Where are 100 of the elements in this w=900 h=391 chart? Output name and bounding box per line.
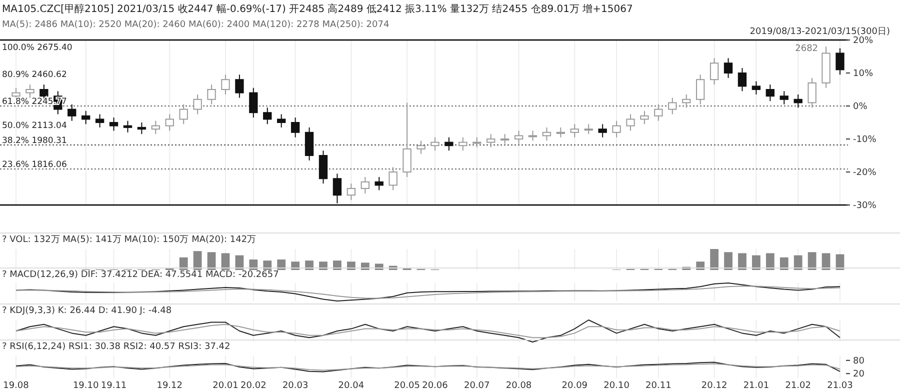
candlestick: [752, 80, 761, 95]
candlestick: [26, 84, 34, 98]
y-tick-label: 20: [853, 370, 865, 380]
candlestick: [346, 183, 356, 201]
chart-title: ? MACD(12,26,9) DIF: 37.4212 DEA: 47.5541 MACD: -20.2657: [2, 270, 279, 280]
candlestick: [570, 124, 579, 138]
candlestick: [528, 130, 538, 142]
candlestick: [290, 117, 300, 138]
candlestick: [668, 97, 677, 115]
chart-subtitle: MA(5): 2486 MA(10): 2520 MA(20): 2460 MA(60): 2400 MA(120): 2278 MA(250): 2074: [2, 20, 390, 30]
annotation: 80.9% 2460.62: [2, 70, 67, 80]
y-tick-label: 20%: [853, 36, 874, 46]
y-tick-label: 10%: [853, 69, 874, 79]
x-tick-label: 20.07: [464, 381, 490, 391]
bar: [752, 255, 760, 270]
candlestick: [95, 114, 104, 128]
candlestick: [458, 136, 468, 152]
candlestick: [542, 126, 552, 142]
x-tick-label: 20.10: [604, 381, 630, 391]
candlestick: [388, 166, 398, 191]
bar: [724, 252, 732, 270]
bar: [766, 253, 774, 270]
chart-title: MA105.CZC[甲醇2105] 2021/03/15 收2447 幅-0.69%(-17) 开2485 高2489 低2412 振3.11% 量132万 结2455 仓89.01万 增+15067: [2, 3, 633, 15]
candlestick: [277, 114, 286, 128]
bar: [179, 257, 188, 270]
candlestick: [332, 173, 342, 204]
candlestick: [374, 176, 384, 191]
annotation: 50.0% 2113.04: [2, 120, 67, 131]
candlestick: [472, 136, 482, 148]
annotation: 2682: [795, 44, 818, 54]
candlestick: [179, 104, 188, 125]
annotation: 23.6% 1816.06: [2, 160, 67, 170]
candlestick: [682, 94, 691, 108]
bar: [696, 262, 705, 270]
candlestick: [318, 150, 328, 184]
bar: [710, 249, 718, 270]
candlestick: [360, 176, 370, 194]
candlestick: [794, 94, 802, 108]
bar: [249, 260, 258, 270]
y-tick-label: 0%: [853, 102, 868, 112]
annotation: 38.2% 1980.31: [2, 136, 67, 146]
x-tick-label: 20.08: [506, 381, 532, 391]
candlestick: [304, 126, 314, 161]
bar: [780, 257, 788, 270]
bar: [319, 262, 328, 270]
candlestick: [444, 136, 454, 152]
candlestick: [137, 122, 146, 135]
candlestick: [514, 130, 524, 144]
bar: [333, 260, 342, 270]
candlestick: [766, 84, 775, 102]
candlestick: [626, 114, 635, 132]
chart-title: ? VOL: 132万 MA(5): 141万 MA(10): 150万 MA(20): 142万: [2, 235, 256, 245]
annotation: 100.0% 2675.40: [2, 42, 72, 53]
candlestick: [193, 94, 202, 115]
candlestick: [640, 110, 649, 125]
x-tick-label: 19.12: [156, 381, 183, 391]
candlestick: [500, 134, 510, 144]
candlestick: [68, 104, 76, 122]
x-tick-label: 20.04: [338, 381, 364, 391]
candlestick: [654, 104, 663, 122]
candlestick: [151, 120, 160, 135]
candlestick: [249, 87, 258, 118]
x-tick-label: 21.02: [785, 381, 811, 391]
y-tick-label: 80: [853, 356, 865, 366]
x-tick-label: 21.01: [743, 381, 770, 391]
candlestick: [696, 74, 705, 105]
chart-title: ? RSI(6,12,24) RSI1: 30.38 RSI2: 40.57 RSI3: 37.42: [2, 342, 230, 352]
x-tick-label: 19.11: [100, 381, 127, 391]
bar: [822, 253, 830, 270]
chart-title: ? KDJ(9,3,3) K: 26.44 D: 41.90 J: -4.48: [2, 306, 172, 316]
candlestick: [710, 58, 719, 86]
candlestick: [81, 110, 90, 125]
candlestick: [416, 140, 426, 154]
bar: [360, 262, 370, 270]
bar: [738, 253, 746, 270]
bar: [193, 251, 202, 270]
y-tick-label: -20%: [853, 168, 877, 178]
candlestick: [724, 58, 733, 78]
x-tick-label: 20.02: [240, 381, 266, 391]
candlestick: [598, 124, 607, 138]
text: 2019/08/13-2021/03/15(300日): [750, 27, 890, 37]
x-tick-label: 20.03: [282, 381, 308, 391]
candlestick: [486, 134, 496, 148]
bar: [277, 260, 286, 270]
candlestick: [123, 120, 132, 133]
candlestick: [235, 74, 244, 98]
x-tick-label: 19.08: [3, 381, 30, 391]
bar: [794, 255, 802, 270]
candlestick: [584, 124, 593, 135]
x-tick-label: 20.11: [646, 381, 672, 391]
candlestick: [430, 136, 440, 152]
candlestick: [165, 114, 174, 132]
candlestick: [808, 77, 816, 108]
bar: [808, 252, 816, 270]
x-tick-label: 21.03: [827, 381, 853, 391]
x-tick-label: 20.09: [562, 381, 588, 391]
candlestick: [556, 126, 566, 138]
bar: [207, 252, 216, 270]
x-tick-label: 20.01: [212, 381, 238, 391]
candlestick: [836, 48, 844, 76]
